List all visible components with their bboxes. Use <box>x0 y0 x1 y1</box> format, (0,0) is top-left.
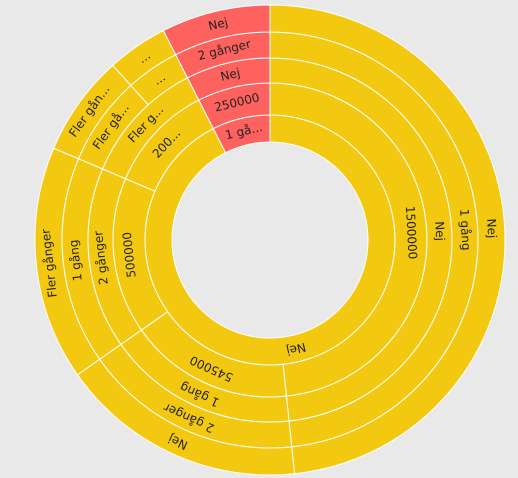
segment-label: 500000 <box>120 231 139 278</box>
segment-label: Nej <box>484 218 499 238</box>
sunburst-segment <box>112 29 177 87</box>
sunburst-segment <box>144 114 396 366</box>
segment-label: 1500000 <box>403 206 420 260</box>
segment-label: Nej <box>219 66 241 84</box>
segment-label: Nej <box>432 221 447 241</box>
segment-label: 2 gånger <box>91 230 111 285</box>
segment-label: 1 gång <box>66 239 84 282</box>
segment-label: Nej <box>207 15 229 33</box>
segment-label: 1 gång <box>457 209 473 251</box>
segment-label: Nej <box>285 340 307 358</box>
